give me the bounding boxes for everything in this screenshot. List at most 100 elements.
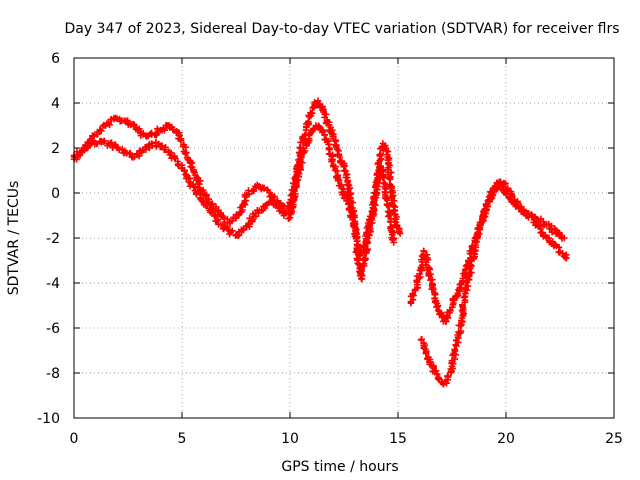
data-point bbox=[386, 212, 393, 219]
data-point bbox=[379, 174, 386, 182]
data-point bbox=[561, 234, 568, 242]
data-point bbox=[310, 126, 317, 134]
y-axis-label: SDTVAR / TECUs bbox=[6, 181, 22, 296]
data-point bbox=[101, 137, 108, 145]
data-point bbox=[255, 209, 262, 217]
data-point bbox=[386, 175, 393, 182]
data-point bbox=[192, 176, 200, 184]
data-point bbox=[228, 227, 236, 235]
data-point bbox=[430, 362, 437, 370]
data-point bbox=[422, 259, 430, 266]
data-point bbox=[180, 166, 188, 174]
data-point bbox=[409, 291, 417, 299]
data-point bbox=[245, 190, 253, 198]
data-point bbox=[385, 202, 393, 210]
data-point bbox=[126, 149, 134, 157]
data-point bbox=[357, 248, 364, 256]
data-point bbox=[460, 270, 467, 278]
data-point bbox=[460, 294, 468, 301]
data-point bbox=[551, 241, 559, 248]
y-tick-label: -8 bbox=[46, 366, 60, 382]
data-point bbox=[319, 127, 327, 135]
data-point bbox=[451, 355, 459, 363]
data-point bbox=[342, 174, 350, 181]
data-point bbox=[148, 142, 156, 150]
y-tick-label: 2 bbox=[51, 141, 60, 157]
series-1 bbox=[70, 97, 404, 283]
data-point bbox=[422, 350, 430, 357]
data-point bbox=[209, 200, 216, 207]
data-point bbox=[447, 307, 454, 315]
data-point bbox=[94, 130, 101, 138]
data-point bbox=[182, 149, 190, 156]
data-point bbox=[432, 367, 440, 375]
data-point bbox=[420, 247, 427, 255]
data-point bbox=[228, 217, 236, 225]
data-point bbox=[377, 150, 384, 158]
data-point bbox=[443, 313, 450, 321]
data-point bbox=[509, 198, 517, 206]
data-point bbox=[563, 254, 570, 262]
y-tick-label: 0 bbox=[51, 186, 60, 202]
data-point bbox=[249, 216, 256, 224]
data-point bbox=[434, 303, 441, 311]
data-point bbox=[396, 230, 404, 237]
data-point bbox=[548, 228, 556, 236]
data-point bbox=[106, 121, 113, 129]
y-tick-label: -6 bbox=[46, 321, 60, 337]
data-point bbox=[311, 125, 318, 133]
data-point bbox=[430, 285, 437, 293]
data-point bbox=[204, 201, 211, 208]
data-point bbox=[97, 127, 105, 135]
data-point bbox=[366, 227, 373, 234]
data-point bbox=[425, 271, 433, 278]
y-tick-label: -4 bbox=[46, 276, 60, 292]
data-point bbox=[177, 137, 185, 144]
data-point bbox=[468, 269, 475, 276]
data-point bbox=[371, 189, 379, 197]
data-point bbox=[262, 202, 269, 209]
data-point bbox=[208, 205, 215, 213]
data-point bbox=[186, 174, 194, 182]
series-4 bbox=[407, 180, 568, 325]
data-point bbox=[352, 235, 360, 243]
data-point bbox=[334, 175, 342, 183]
y-tick-label: 4 bbox=[51, 96, 60, 112]
data-point bbox=[444, 373, 452, 381]
x-tick-label: 20 bbox=[497, 431, 515, 447]
data-point bbox=[370, 193, 378, 200]
series-2 bbox=[70, 122, 398, 260]
data-point bbox=[166, 151, 174, 159]
data-point bbox=[328, 157, 336, 165]
data-point bbox=[329, 126, 336, 134]
data-point bbox=[190, 168, 197, 176]
x-tick-label: 10 bbox=[281, 431, 299, 447]
data-point bbox=[474, 225, 482, 233]
y-tick-label: -10 bbox=[37, 411, 60, 427]
data-point bbox=[213, 217, 221, 225]
data-point bbox=[361, 254, 369, 262]
data-point bbox=[348, 209, 356, 216]
data-point bbox=[468, 243, 476, 250]
data-point bbox=[456, 281, 464, 288]
data-point bbox=[89, 137, 97, 145]
data-point bbox=[211, 212, 219, 220]
data-point bbox=[197, 177, 204, 185]
data-points bbox=[70, 97, 570, 388]
data-point bbox=[305, 118, 312, 125]
data-point bbox=[108, 139, 115, 147]
x-tick-label: 15 bbox=[389, 431, 407, 447]
y-tick-label: -2 bbox=[46, 231, 60, 247]
data-point bbox=[389, 192, 397, 199]
data-point bbox=[162, 146, 169, 153]
data-point bbox=[353, 241, 361, 248]
data-point bbox=[464, 282, 472, 290]
y-tick-label: 6 bbox=[51, 51, 60, 67]
data-point bbox=[390, 239, 397, 246]
data-point bbox=[169, 126, 177, 133]
data-point bbox=[161, 126, 168, 134]
grid-lines bbox=[74, 58, 614, 418]
data-point bbox=[360, 244, 368, 251]
x-tick-label: 25 bbox=[605, 431, 623, 447]
